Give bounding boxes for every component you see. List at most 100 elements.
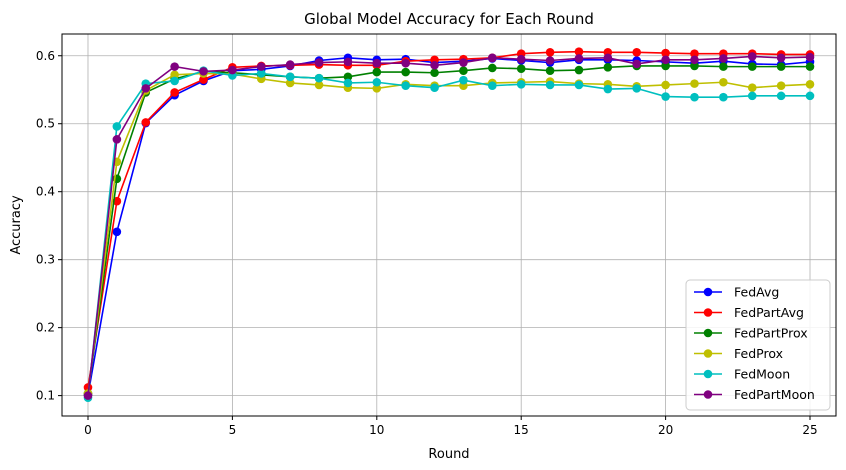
data-point-fedmoon — [545, 80, 555, 90]
data-point-fedmoon — [776, 91, 786, 101]
y-tick-label: 0.1 — [36, 389, 55, 403]
legend-marker-fedavg — [703, 287, 713, 297]
data-point-fedpartavg — [574, 47, 584, 56]
data-point-fedpartmoon — [372, 58, 382, 68]
data-point-fedpartprox — [719, 62, 728, 71]
data-point-fedpartavg — [661, 48, 670, 58]
legend-marker-fedmoon — [703, 369, 713, 379]
legend-label-fedpartprox: FedPartProx — [734, 326, 808, 341]
data-point-fedpartprox — [430, 68, 439, 78]
data-point-fedpartmoon — [228, 65, 237, 75]
legend: FedAvg FedPartAvg FedPartProx FedProx FedMoo… — [685, 279, 831, 411]
data-point-fedpartmoon — [574, 54, 584, 63]
data-point-fedpartprox — [516, 64, 526, 73]
data-point-fedmoon — [343, 78, 353, 88]
data-point-fedpartmoon — [199, 67, 208, 76]
y-tick-label: 0.5 — [36, 117, 55, 131]
legend-item-fedpartprox: FedPartProx — [694, 326, 808, 341]
data-point-fedmoon — [661, 92, 670, 101]
data-point-fedmoon — [430, 83, 439, 92]
legend-item-fedpartmoon: FedPartMoon — [694, 387, 815, 402]
data-point-fedpartmoon — [401, 58, 410, 68]
data-point-fedprox — [285, 78, 295, 88]
data-point-fedprox — [776, 81, 786, 90]
data-point-fedpartmoon — [256, 62, 266, 71]
data-point-fedpartmoon — [776, 53, 786, 63]
legend-marker-fedpartmoon — [703, 390, 713, 399]
x-tick-label: 25 — [802, 423, 817, 437]
data-point-fedmoon — [256, 69, 266, 78]
data-point-fedprox — [170, 70, 179, 80]
y-axis-ticks: 0.1 0.2 0.3 0.4 0.5 0.6 — [36, 49, 62, 403]
data-point-fedpartavg — [170, 88, 179, 97]
legend-label-fedpartavg: FedPartAvg — [734, 305, 804, 320]
series-fedpartmoon — [83, 52, 815, 400]
x-tick-label: 0 — [84, 423, 92, 437]
legend-label-fedprox: FedProx — [734, 346, 783, 361]
data-point-fedprox — [690, 79, 699, 88]
data-point-fedpartprox — [372, 67, 382, 77]
chart-title: Global Model Accuracy for Each Round — [304, 10, 594, 28]
data-point-fedmoon — [603, 84, 613, 94]
data-point-fedpartavg — [199, 75, 208, 84]
series-layer — [83, 47, 815, 402]
data-point-fedpartmoon — [603, 53, 613, 63]
data-point-fedprox — [372, 84, 382, 93]
data-point-fedmoon — [372, 77, 382, 87]
data-point-fedpartmoon — [83, 391, 93, 400]
y-tick-label: 0.6 — [36, 49, 55, 63]
series-line-fedpartavg — [87, 50, 811, 388]
data-point-fedpartmoon — [661, 55, 670, 65]
data-point-fedpartmoon — [141, 84, 151, 93]
data-point-fedpartprox — [805, 62, 815, 71]
x-axis-ticks: 0 5 10 15 20 25 — [84, 416, 818, 437]
data-point-fedpartprox — [776, 62, 786, 71]
data-point-fedmoon — [805, 91, 815, 101]
data-point-fedmoon — [314, 73, 324, 83]
legend-label-fedavg: FedAvg — [734, 285, 779, 300]
data-point-fedpartmoon — [343, 57, 353, 67]
data-point-fedpartavg — [141, 118, 151, 127]
data-point-fedpartmoon — [719, 54, 728, 63]
y-tick-label: 0.4 — [36, 185, 55, 199]
data-point-fedmoon — [285, 72, 295, 82]
data-point-fedmoon — [401, 81, 410, 90]
data-point-fedpartprox — [603, 63, 613, 72]
data-point-fedpartmoon — [632, 59, 642, 69]
data-point-fedmoon — [747, 91, 757, 101]
data-point-fedmoon — [574, 80, 584, 90]
legend-item-fedprox: FedProx — [694, 346, 783, 361]
data-point-fedpartmoon — [285, 60, 295, 69]
data-point-fedpartprox — [343, 72, 353, 82]
data-point-fedprox — [719, 77, 728, 87]
data-point-fedpartmoon — [170, 62, 179, 71]
data-point-fedmoon — [170, 76, 179, 86]
data-point-fedpartmoon — [516, 54, 526, 64]
data-point-fedpartavg — [545, 48, 555, 57]
legend-marker-fedpartprox — [703, 328, 713, 338]
data-point-fedmoon — [719, 92, 728, 102]
legend-item-fedmoon: FedMoon — [694, 367, 790, 382]
x-tick-label: 10 — [369, 423, 384, 437]
data-point-fedpartmoon — [430, 60, 439, 70]
series-line-fedprox — [87, 72, 811, 394]
data-point-fedpartmoon — [690, 55, 699, 65]
y-axis-label: Accuracy — [9, 195, 24, 255]
data-point-fedmoon — [690, 92, 699, 102]
x-tick-label: 15 — [514, 423, 529, 437]
data-point-fedmoon — [516, 79, 526, 89]
data-point-fedprox — [314, 80, 324, 90]
data-point-fedmoon — [632, 84, 642, 93]
data-point-fedpartprox — [545, 66, 555, 76]
data-point-fedpartprox — [459, 66, 468, 76]
x-axis-label: Round — [428, 447, 469, 462]
data-point-fedmoon — [488, 81, 497, 90]
x-tick-label: 5 — [229, 423, 237, 437]
data-point-fedpartmoon — [805, 52, 815, 62]
data-point-fedpartprox — [401, 67, 410, 77]
legend-label-fedmoon: FedMoon — [734, 367, 790, 382]
series-line-fedavg — [87, 56, 811, 396]
data-point-fedprox — [661, 80, 670, 90]
data-point-fedpartprox — [690, 61, 699, 71]
